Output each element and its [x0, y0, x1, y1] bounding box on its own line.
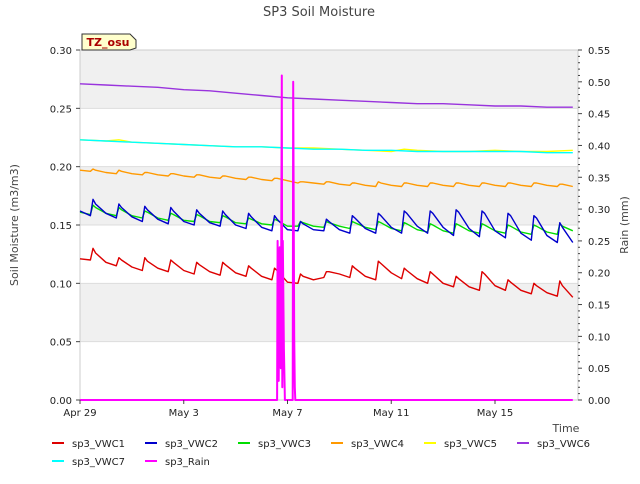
y2-tick-label: 0.40: [588, 141, 610, 152]
x-tick-label: May 3: [169, 408, 199, 419]
y2-tick-label: 0.00: [588, 396, 610, 407]
y2-tick-label: 0.10: [588, 332, 610, 343]
y-axis-label: Soil Moisture (m3/m3): [8, 164, 21, 286]
chart-title: SP3 Soil Moisture: [263, 5, 375, 20]
y2-tick-label: 0.30: [588, 205, 610, 216]
y-tick-label: 0.05: [50, 338, 72, 349]
grid-bands: [80, 50, 578, 342]
x-tick-label: May 15: [477, 408, 514, 419]
legend-label-sp3_VWC5: sp3_VWC5: [444, 439, 497, 450]
grid-band: [80, 166, 578, 225]
x-axis-label: Time: [552, 422, 580, 435]
site-badge: TZ_osu: [81, 33, 137, 51]
x-tick-label: May 7: [272, 408, 302, 419]
legend-label-sp3_Rain: sp3_Rain: [165, 457, 210, 468]
legend-label-sp3_VWC7: sp3_VWC7: [72, 457, 125, 468]
series-line-sp3_Rain: [80, 74, 573, 401]
site-badge-label: TZ_osu: [87, 36, 130, 49]
y-tick-label: 0.20: [50, 163, 72, 174]
y-tick-label: 0.25: [50, 104, 72, 115]
y-tick-label: 0.00: [50, 396, 72, 407]
y2-tick-label: 0.55: [588, 46, 610, 57]
series-line-sp3_VWC2: [79, 198, 574, 244]
grid-band: [80, 50, 578, 109]
y2-axis-label: Rain (mm): [618, 196, 631, 254]
left-axis: 0.00 0.05 0.10 0.15 0.20 0.25 0.30: [50, 46, 80, 407]
series-line-sp3_VWC7: [79, 139, 573, 154]
y2-tick-label: 0.25: [588, 237, 610, 248]
right-axis: 0.00 0.05 0.10 0.15 0.20 0.25 0.30 0.35 0.40 0.45…: [578, 46, 610, 407]
x-axis: Apr 29 May 3 May 7 May 11 May 15: [63, 400, 513, 419]
series-layer: [79, 74, 574, 401]
legend: sp3_VWC1 sp3_VWC2 sp3_VWC3 sp3_VWC4 sp3_VWC5…: [52, 439, 590, 468]
legend-label-sp3_VWC2: sp3_VWC2: [165, 439, 218, 450]
site-badge-box: [81, 33, 137, 51]
y2-tick-label: 0.05: [588, 364, 610, 375]
y-tick-label: 0.15: [50, 221, 72, 232]
y2-tick-label: 0.50: [588, 78, 610, 89]
x-tick-label: Apr 29: [63, 408, 96, 419]
series-line-sp3_VWC1: [79, 247, 574, 298]
y2-tick-label: 0.35: [588, 173, 610, 184]
y-tick-label: 0.10: [50, 279, 72, 290]
legend-label-sp3_VWC6: sp3_VWC6: [537, 439, 590, 450]
y2-tick-label: 0.15: [588, 301, 610, 312]
x-tick-label: May 11: [373, 408, 410, 419]
legend-label-sp3_VWC3: sp3_VWC3: [258, 439, 311, 450]
legend-label-sp3_VWC1: sp3_VWC1: [72, 439, 125, 450]
y2-tick-label: 0.20: [588, 269, 610, 280]
y-tick-label: 0.30: [50, 46, 72, 57]
series-line-sp3_VWC6: [79, 83, 573, 108]
y2-tick-label: 0.45: [588, 110, 610, 121]
grid-band: [80, 283, 578, 342]
series-line-sp3_VWC4: [79, 168, 573, 188]
legend-label-sp3_VWC4: sp3_VWC4: [351, 439, 404, 450]
